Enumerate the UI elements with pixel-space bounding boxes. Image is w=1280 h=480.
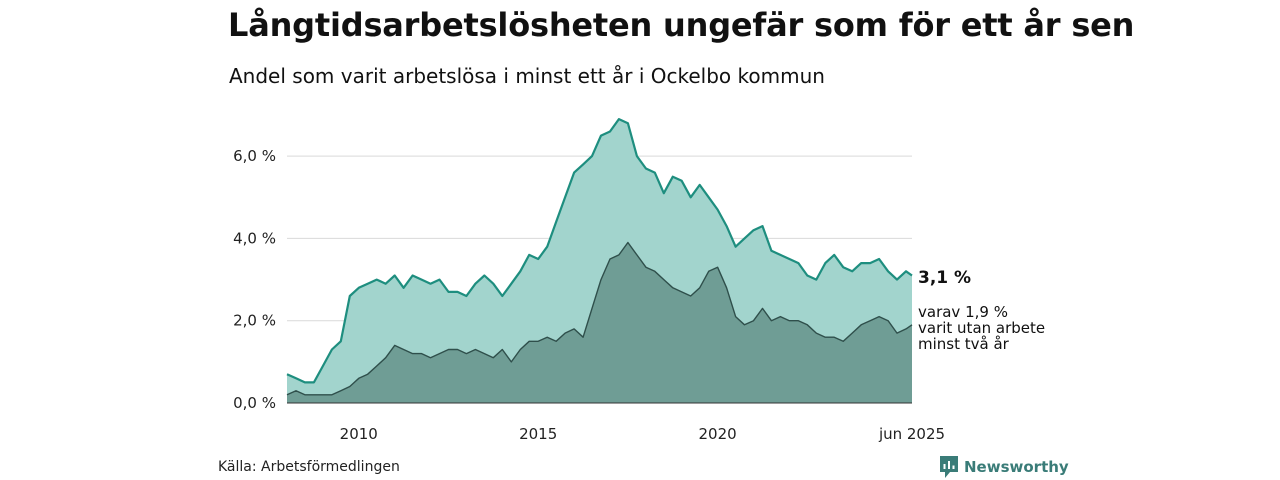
y-tick-label: 2,0 % <box>233 312 276 330</box>
chart-title: Långtidsarbetslösheten ungefär som för e… <box>228 6 1135 44</box>
y-tick-label: 6,0 % <box>233 147 276 165</box>
y-tick-label: 0,0 % <box>233 394 276 412</box>
brand-logo: Newsworthy <box>940 455 1069 479</box>
x-tick-label: jun 2025 <box>878 425 945 443</box>
plot-area <box>286 118 913 404</box>
y-axis: 0,0 % 2,0 % 4,0 % 6,0 % <box>233 147 276 412</box>
series-2-end-label: varav 1,9 % <box>918 303 1008 321</box>
series-1-line <box>286 118 913 384</box>
newsworthy-logo-icon <box>940 456 958 478</box>
x-axis: 2010 2015 2020 jun 2025 <box>340 425 945 443</box>
series-2-end-label: minst två år <box>918 335 1010 353</box>
series-2-end-label: varit utan arbete <box>918 319 1045 337</box>
brand-name: Newsworthy <box>964 458 1069 476</box>
series-1-end-label: 3,1 % <box>918 268 971 288</box>
series-2-area <box>287 242 912 403</box>
series-2-line <box>286 241 913 396</box>
x-tick-label: 2015 <box>519 425 557 443</box>
y-tick-label: 4,0 % <box>233 229 276 247</box>
x-tick-label: 2010 <box>340 425 378 443</box>
chart-subtitle: Andel som varit arbetslösa i minst ett å… <box>229 64 825 88</box>
source-note: Källa: Arbetsförmedlingen <box>218 459 400 475</box>
x-tick-label: 2020 <box>699 425 737 443</box>
area-chart: 0,0 % 2,0 % 4,0 % 6,0 % 2010 2015 2020 jun 202… <box>233 118 1045 443</box>
